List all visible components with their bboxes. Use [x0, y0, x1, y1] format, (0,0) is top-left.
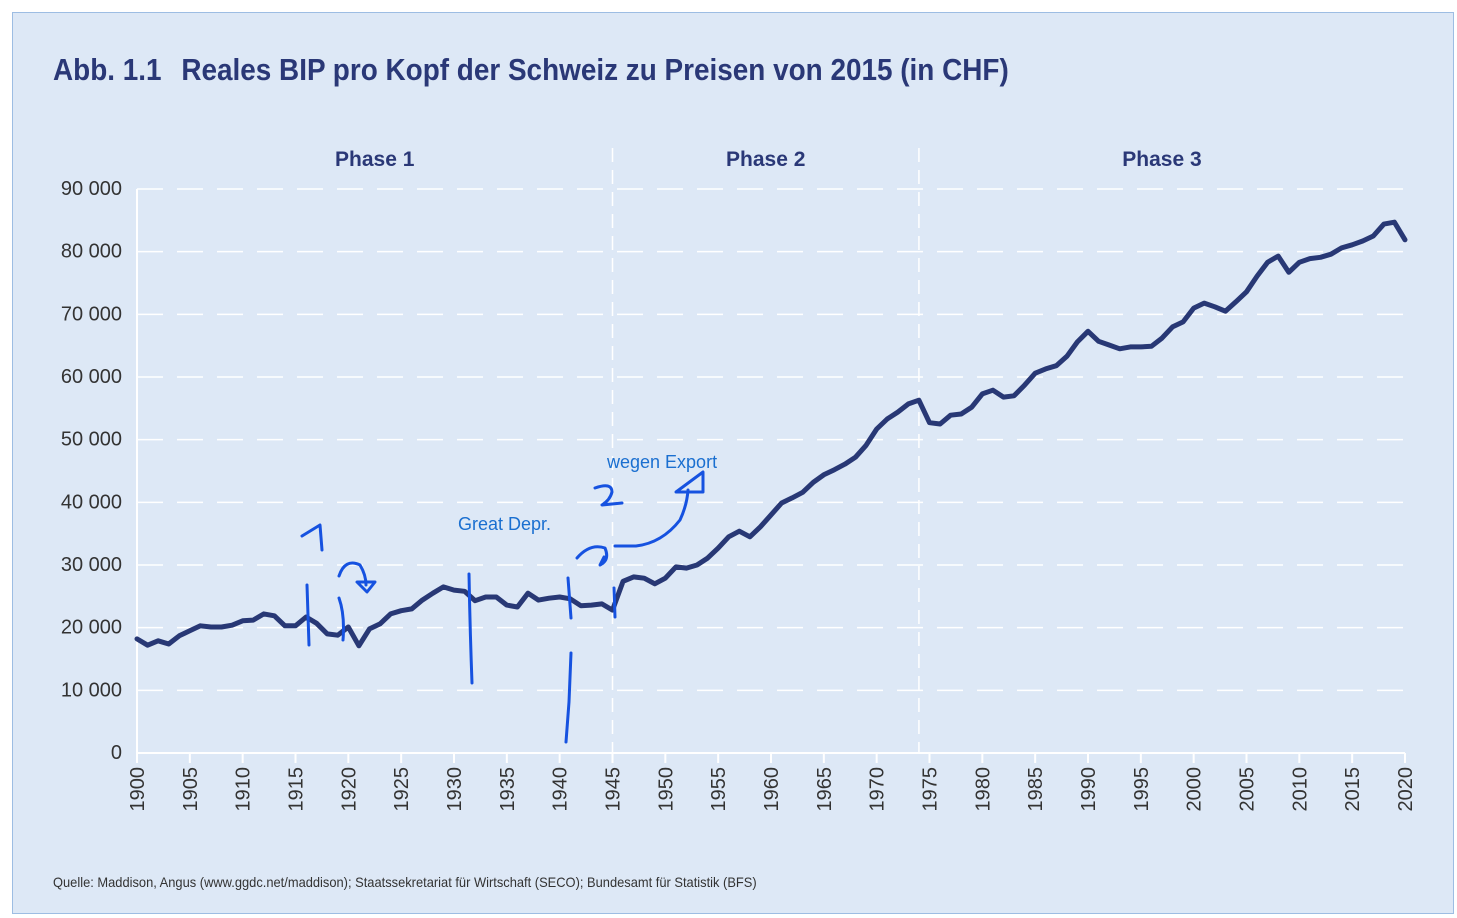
handwritten-annotations: Great Depr. wegen Export [300, 452, 717, 744]
x-tick-label: 1980 [972, 767, 994, 812]
x-tick-label: 2010 [1289, 767, 1311, 812]
y-tick-label: 20 000 [61, 617, 122, 639]
x-tick-label: 1985 [1025, 767, 1047, 812]
x-tick-label: 1950 [655, 767, 677, 812]
x-tick-label: 1930 [444, 767, 466, 812]
y-tick-label: 50 000 [61, 429, 122, 451]
title-text: Reales BIP pro Kopf der Schweiz zu Preis… [181, 52, 1009, 87]
x-tick-label: 2005 [1237, 767, 1259, 812]
x-tick-label: 1920 [338, 767, 360, 812]
x-tick-label: 1925 [391, 767, 413, 812]
handwritten-line [612, 586, 617, 619]
x-tick-label: 1970 [867, 767, 889, 812]
x-tick-label: 1960 [761, 767, 783, 812]
y-tick-label: 0 [111, 742, 122, 764]
x-tick-label: 1965 [814, 767, 836, 812]
x-tick-label: 2015 [1342, 767, 1364, 812]
chart-frame [12, 12, 1454, 914]
x-tick-label: 1910 [233, 767, 255, 812]
handwritten-mark-1 [300, 523, 324, 552]
x-tick-label: 1995 [1131, 767, 1153, 812]
gdp-series-line [134, 219, 1408, 649]
phase-label: Phase 2 [726, 148, 805, 171]
phase-label: Phase 3 [1122, 148, 1201, 171]
x-tick-label: 1975 [920, 767, 942, 812]
source-note: Quelle: Maddison, Angus (www.ggdc.net/ma… [53, 874, 757, 890]
handwritten-mark-2 [593, 484, 624, 507]
phase-label: Phase 1 [335, 148, 415, 171]
x-tick-label: 1900 [127, 767, 149, 812]
y-tick-label: 60 000 [61, 366, 122, 388]
x-tick-label: 1915 [286, 767, 308, 812]
x-tick-label: 1935 [497, 767, 519, 812]
figure-number: Abb. 1.1 [53, 52, 162, 87]
handwritten-line [564, 576, 573, 744]
handwritten-line [305, 583, 311, 647]
annotation-export: wegen Export [606, 452, 717, 472]
x-tick-label: 2020 [1395, 767, 1417, 812]
x-tick-label: 1905 [180, 767, 202, 812]
annotation-great-depression: Great Depr. [458, 514, 551, 534]
y-tick-label: 30 000 [61, 554, 122, 576]
x-tick-label: 1940 [550, 767, 572, 812]
y-tick-label: 80 000 [61, 241, 122, 263]
handwritten-line [467, 572, 474, 685]
x-tick-label: 1945 [603, 767, 625, 812]
y-tick-label: 70 000 [61, 303, 122, 325]
x-tick-label: 1955 [708, 767, 730, 812]
handwritten-line [337, 596, 345, 642]
y-tick-label: 10 000 [61, 679, 122, 701]
curved-arrow-icon [337, 561, 377, 594]
x-tick-label: 2000 [1184, 767, 1206, 812]
x-tick-label: 1990 [1078, 767, 1100, 812]
chart-title: Abb. 1.1 Reales BIP pro Kopf der Schweiz … [53, 52, 1009, 88]
export-arrow-icon [575, 470, 705, 567]
y-tick-label: 90 000 [61, 178, 122, 200]
y-tick-label: 40 000 [61, 491, 122, 513]
